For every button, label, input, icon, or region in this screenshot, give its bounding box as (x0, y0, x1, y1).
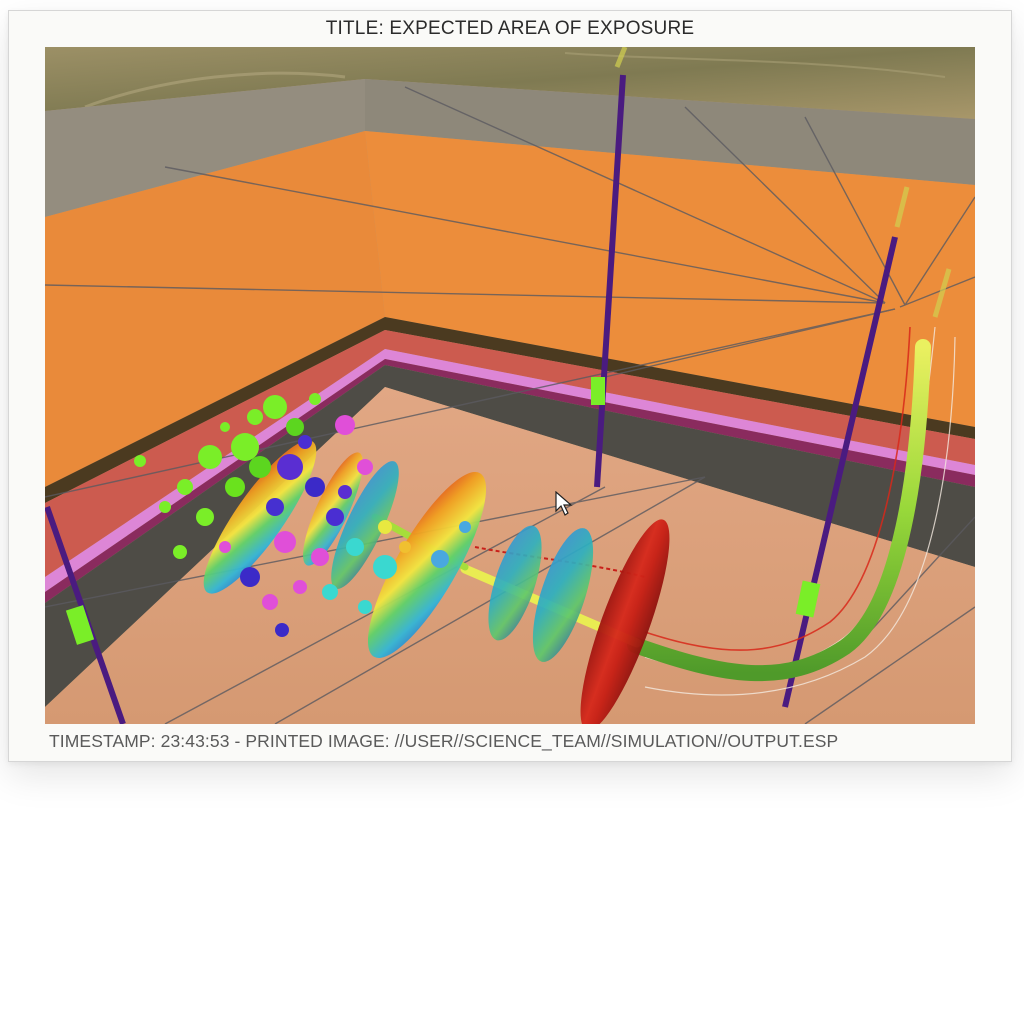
timestamp-caption: TIMESTAMP: 23:43:53 - PRINTED IMAGE: //U… (49, 731, 839, 751)
vertical-wells (45, 47, 952, 724)
left-wall-strata (45, 79, 385, 707)
page-title: TITLE: EXPECTED AREA OF EXPOSURE (325, 18, 695, 39)
subsurface-scene (45, 47, 975, 724)
simulation-3d-viewport[interactable] (45, 47, 975, 724)
mouse-pointer-icon (555, 491, 573, 516)
ground-surface (45, 47, 975, 119)
back-wall-strata (365, 79, 975, 567)
microseismic-events (134, 393, 471, 637)
printed-image-card: TITLE: EXPECTED AREA OF EXPOSURE (8, 10, 1012, 762)
